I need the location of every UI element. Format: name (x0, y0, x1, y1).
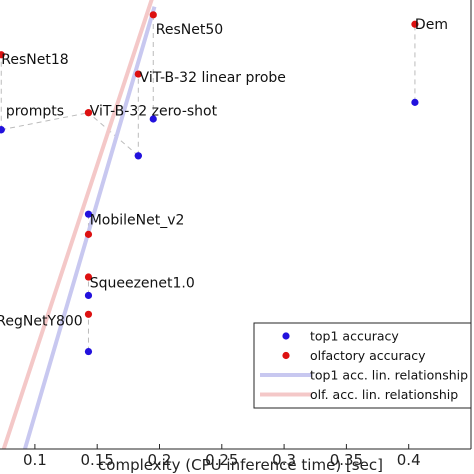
olfactory-accuracy-point (0, 51, 5, 59)
data-points (0, 11, 419, 356)
point-label: MobileNet_v2 (90, 213, 185, 229)
x-tick-label: 0.3 (272, 451, 296, 469)
x-tick-label: 0.35 (330, 451, 363, 469)
point-label: ResNet18 (1, 52, 68, 68)
top1-accuracy-point (0, 126, 5, 134)
top1-accuracy-point (84, 347, 93, 356)
point-label: ViT-B-32 prompts (0, 103, 64, 119)
x-tick-label: 0.2 (148, 451, 172, 469)
point-label: ViT-B-32 zero-shot (90, 103, 218, 119)
point-label: ViT-B-32 linear probe (140, 70, 286, 86)
x-axis-label: complexity (CPU inference time) [sec] (98, 456, 383, 474)
connector-lines (0, 14, 416, 352)
regression-line (23, 6, 157, 449)
olfactory-accuracy-point (411, 20, 419, 28)
connector-line (1, 112, 89, 131)
olfactory-accuracy-point (134, 70, 142, 78)
point-label: RegNetY800 (0, 314, 83, 330)
olfactory-accuracy-point (84, 109, 93, 117)
olfactory-accuracy-point (84, 310, 93, 318)
x-tick-label: 0.4 (397, 451, 421, 469)
olfactory-accuracy-point (149, 11, 157, 19)
point-label: Squeezenet1.0 (90, 275, 195, 291)
connector-line (88, 112, 139, 157)
legend-marker (282, 351, 290, 360)
point-labels: Dem ResNet18 ResNet50 ViT-B-32 linear probe… (0, 17, 448, 329)
top1-accuracy-point (84, 291, 93, 300)
legend-entry-label: top1 acc. lin. relationship (310, 368, 468, 383)
olfactory-accuracy-point (84, 230, 93, 238)
top1-accuracy-point (149, 115, 157, 123)
regression-lines (1, 0, 157, 449)
legend: top1 accuracy olfactory accuracy top1 acc.… (253, 322, 472, 409)
olfactory-accuracy-point (84, 273, 93, 281)
regression-line (1, 0, 154, 449)
top1-accuracy-point (134, 152, 142, 160)
top1-accuracy-point (411, 98, 419, 106)
legend-entry-label: olfactory accuracy (310, 348, 426, 363)
point-label: Dem (415, 17, 448, 33)
x-tick-label: 0.1 (23, 451, 47, 469)
legend-entry-label: top1 accuracy (310, 329, 399, 344)
point-label: ResNet50 (156, 22, 223, 38)
top1-accuracy-point (84, 210, 93, 218)
legend-marker (282, 332, 290, 340)
x-tick-label: 0.15 (80, 451, 113, 469)
legend-entry-label: olf. acc. lin. relationship (310, 387, 458, 402)
x-tick-label: 0.25 (205, 451, 238, 469)
